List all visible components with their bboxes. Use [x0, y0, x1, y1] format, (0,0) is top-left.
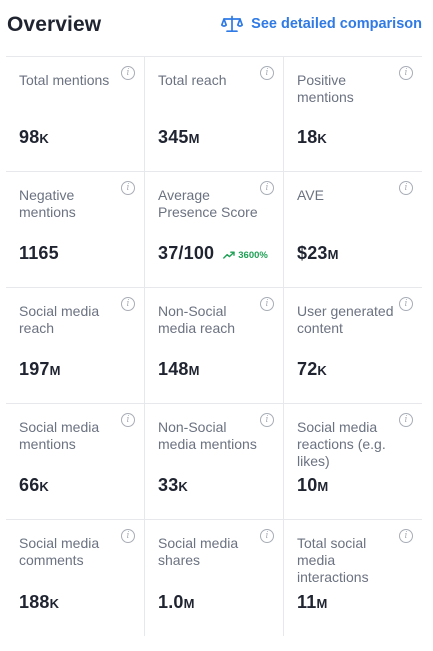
metric-value: 11M [297, 592, 328, 612]
metric-label: Social media comments [19, 535, 100, 568]
info-icon[interactable]: i [260, 529, 274, 543]
metric-value-row: 37/100 3600% [158, 243, 268, 264]
metric-unit: K [49, 596, 60, 611]
metric-value-row: 66K [19, 475, 49, 496]
metric-label: Total reach [158, 72, 227, 88]
metric-unit: M [317, 479, 329, 494]
detailed-comparison-label: See detailed comparison [251, 16, 422, 32]
metric-label: Total mentions [19, 72, 110, 88]
scale-icon [221, 15, 244, 33]
info-icon[interactable]: i [399, 529, 413, 543]
metric-label: Social media reactions (e.g. likes) [297, 419, 386, 469]
info-icon[interactable]: i [260, 297, 274, 311]
metric-unit: M [316, 596, 328, 611]
info-icon[interactable]: i [399, 413, 413, 427]
metric-card-social-media-reach: Social media reach i 197M [6, 288, 145, 404]
metric-unit: K [317, 363, 328, 378]
info-icon[interactable]: i [399, 297, 413, 311]
metric-value: 1.0M [158, 592, 195, 612]
metric-card-user-generated-content: User generated content i 72K [284, 288, 422, 404]
metric-label: Average Presence Score [158, 187, 258, 220]
info-icon[interactable]: i [121, 413, 135, 427]
metric-label: Positive mentions [297, 72, 354, 105]
metric-value: 66K [19, 475, 50, 495]
metric-value: 72K [297, 359, 328, 379]
info-icon[interactable]: i [121, 181, 135, 195]
info-icon[interactable]: i [260, 181, 274, 195]
metric-value-row: 345M [158, 127, 200, 148]
metric-card-total-reach: Total reach i 345M [145, 56, 284, 172]
metric-value: 10M [297, 475, 329, 495]
metric-unit: M [188, 363, 200, 378]
metric-value: 148M [158, 359, 200, 379]
metric-card-negative-mentions: Negative mentions i 1165 [6, 172, 145, 288]
metric-value: 1165 [19, 243, 59, 263]
trend-up-icon [223, 251, 235, 259]
metric-card-average-presence-score: Average Presence Score i 37/100 3600% [145, 172, 284, 288]
metric-card-total-social-media-interactions: Total social media interactions i 11M [284, 520, 422, 636]
metric-value: 98K [19, 127, 50, 147]
info-icon[interactable]: i [121, 297, 135, 311]
metric-card-total-mentions: Total mentions i 98K [6, 56, 145, 172]
metric-label: Non-Social media reach [158, 303, 236, 336]
metric-value: $23M [297, 243, 339, 263]
info-icon[interactable]: i [121, 66, 135, 80]
info-icon[interactable]: i [399, 181, 413, 195]
metric-label: Non-Social media mentions [158, 419, 257, 452]
info-icon[interactable]: i [260, 66, 274, 80]
metric-value-row: 98K [19, 127, 49, 148]
metric-label: AVE [297, 187, 324, 203]
metric-card-positive-mentions: Positive mentions i 18K [284, 56, 422, 172]
trend-badge: 3600% [223, 250, 268, 261]
info-icon[interactable]: i [121, 529, 135, 543]
metric-value-row: 72K [297, 359, 327, 380]
metric-unit: K [39, 131, 50, 146]
metric-value: 33K [158, 475, 189, 495]
metric-unit: M [183, 596, 195, 611]
metric-unit: K [39, 479, 50, 494]
metric-value-row: 148M [158, 359, 200, 380]
metric-unit: K [317, 131, 328, 146]
metric-card-non-social-media-mentions: Non-Social media mentions i 33K [145, 404, 284, 520]
metric-card-social-media-mentions: Social media mentions i 66K [6, 404, 145, 520]
metric-label: Negative mentions [19, 187, 76, 220]
metric-value: 345M [158, 127, 200, 147]
trend-value: 3600% [238, 249, 268, 261]
metric-value: 18K [297, 127, 328, 147]
metric-value-row: 33K [158, 475, 188, 496]
metric-value-row: 197M [19, 359, 61, 380]
metric-unit: M [49, 363, 61, 378]
metric-value-row: $23M [297, 243, 339, 264]
metric-label: Social media shares [158, 535, 239, 568]
metric-card-ave: AVE i $23M [284, 172, 422, 288]
metric-card-social-media-reactions: Social media reactions (e.g. likes) i 10… [284, 404, 422, 520]
metric-unit: M [188, 131, 200, 146]
info-icon[interactable]: i [399, 66, 413, 80]
metric-card-non-social-media-reach: Non-Social media reach i 148M [145, 288, 284, 404]
metric-card-social-media-comments: Social media comments i 188K [6, 520, 145, 636]
metric-label: User generated content [297, 303, 394, 336]
metric-value: 197M [19, 359, 61, 379]
metric-value-row: 11M [297, 592, 327, 613]
overview-header: Overview See detailed comparison [0, 0, 433, 52]
metric-value-row: 1165 [19, 243, 59, 264]
detailed-comparison-link[interactable]: See detailed comparison [221, 15, 422, 33]
metric-value-row: 188K [19, 592, 59, 613]
metric-unit: M [327, 247, 339, 262]
metric-unit: K [178, 479, 189, 494]
metric-label: Social media mentions [19, 419, 100, 452]
metric-value-row: 1.0M [158, 592, 195, 613]
metric-label: Social media reach [19, 303, 100, 336]
metric-card-social-media-shares: Social media shares i 1.0M [145, 520, 284, 636]
metric-label: Total social media interactions [297, 535, 369, 585]
metrics-grid: Total mentions i 98K Total reach i 345M … [6, 56, 422, 636]
metric-value: 37/100 [158, 243, 215, 263]
page-title: Overview [7, 13, 102, 36]
metric-value-row: 10M [297, 475, 328, 496]
metric-value: 188K [19, 592, 60, 612]
info-icon[interactable]: i [260, 413, 274, 427]
metric-value-row: 18K [297, 127, 327, 148]
